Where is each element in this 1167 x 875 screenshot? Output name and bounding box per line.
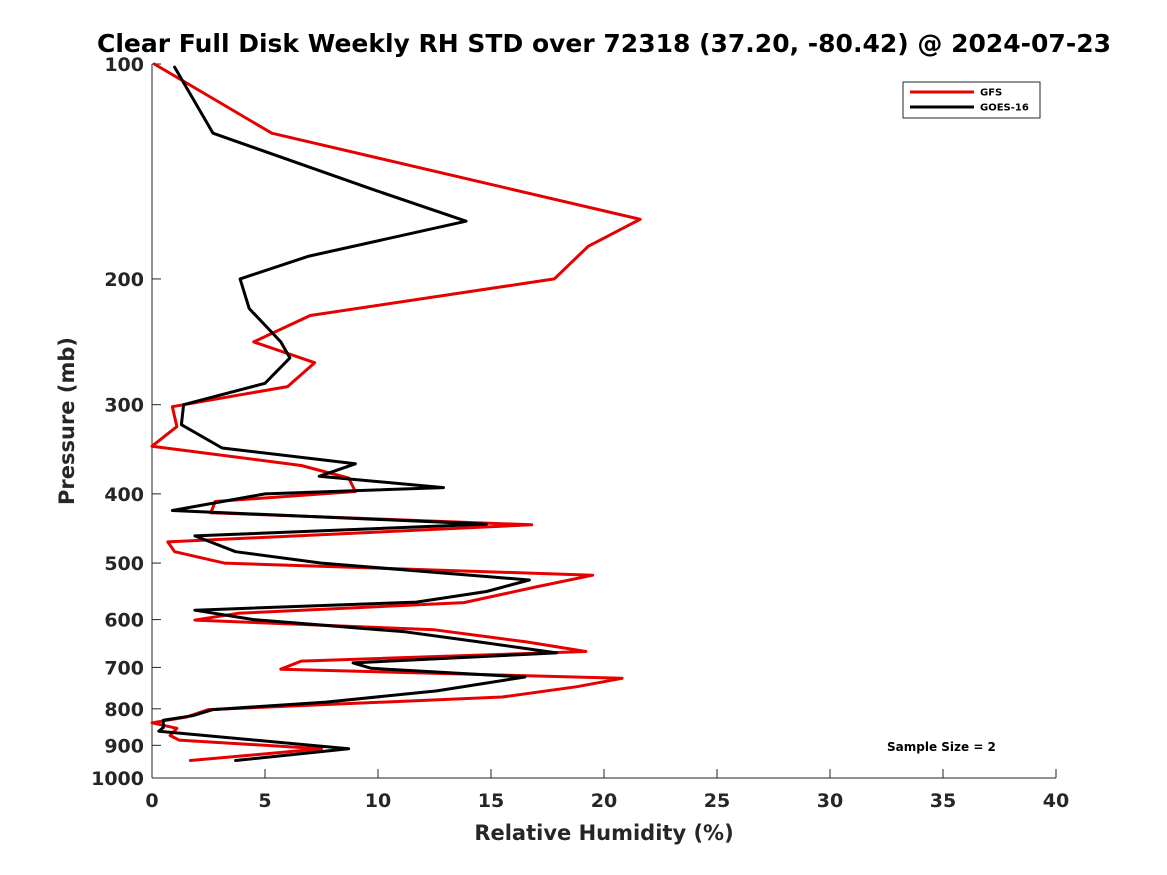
legend: GFS GOES-16 (902, 81, 1041, 119)
x-tick-label: 10 (365, 790, 391, 812)
y-tick-label: 600 (104, 610, 144, 632)
x-tick-label: 0 (145, 790, 158, 812)
y-tick-label: 500 (104, 553, 144, 575)
x-tick-label: 30 (817, 790, 843, 812)
plot-area: 0 5 10 15 20 25 30 35 40 100 200 300 400 500 600 700 800… (91, 54, 1069, 812)
x-tick-label: 20 (591, 790, 617, 812)
x-axis-label: Relative Humidity (%) (474, 821, 733, 845)
series-line-gfs (150, 62, 642, 762)
x-tick-label: 40 (1043, 790, 1069, 812)
y-tick-label: 1000 (91, 768, 144, 790)
legend-label-gfs: GFS (980, 88, 1002, 99)
legend-box (902, 81, 1041, 119)
chart-title: Clear Full Disk Weekly RH STD over 72318… (97, 29, 1111, 58)
legend-label-goes-16: GOES-16 (980, 103, 1029, 114)
x-tick-label: 25 (704, 790, 730, 812)
y-axis-label: Pressure (mb) (55, 337, 79, 505)
y-tick-label: 100 (104, 54, 144, 76)
y-tick-label: 200 (104, 269, 144, 291)
x-tick-label: 5 (258, 790, 271, 812)
x-tick-label: 15 (478, 790, 504, 812)
y-tick-label: 900 (104, 735, 144, 757)
y-tick-label: 300 (104, 395, 144, 417)
series-line-goes-16 (157, 65, 558, 762)
sample-size-annotation: Sample Size = 2 (887, 740, 996, 754)
y-tick-label: 400 (104, 484, 144, 506)
y-tick-label: 800 (104, 699, 144, 721)
x-tick-label: 35 (930, 790, 956, 812)
y-tick-label: 700 (104, 657, 144, 679)
